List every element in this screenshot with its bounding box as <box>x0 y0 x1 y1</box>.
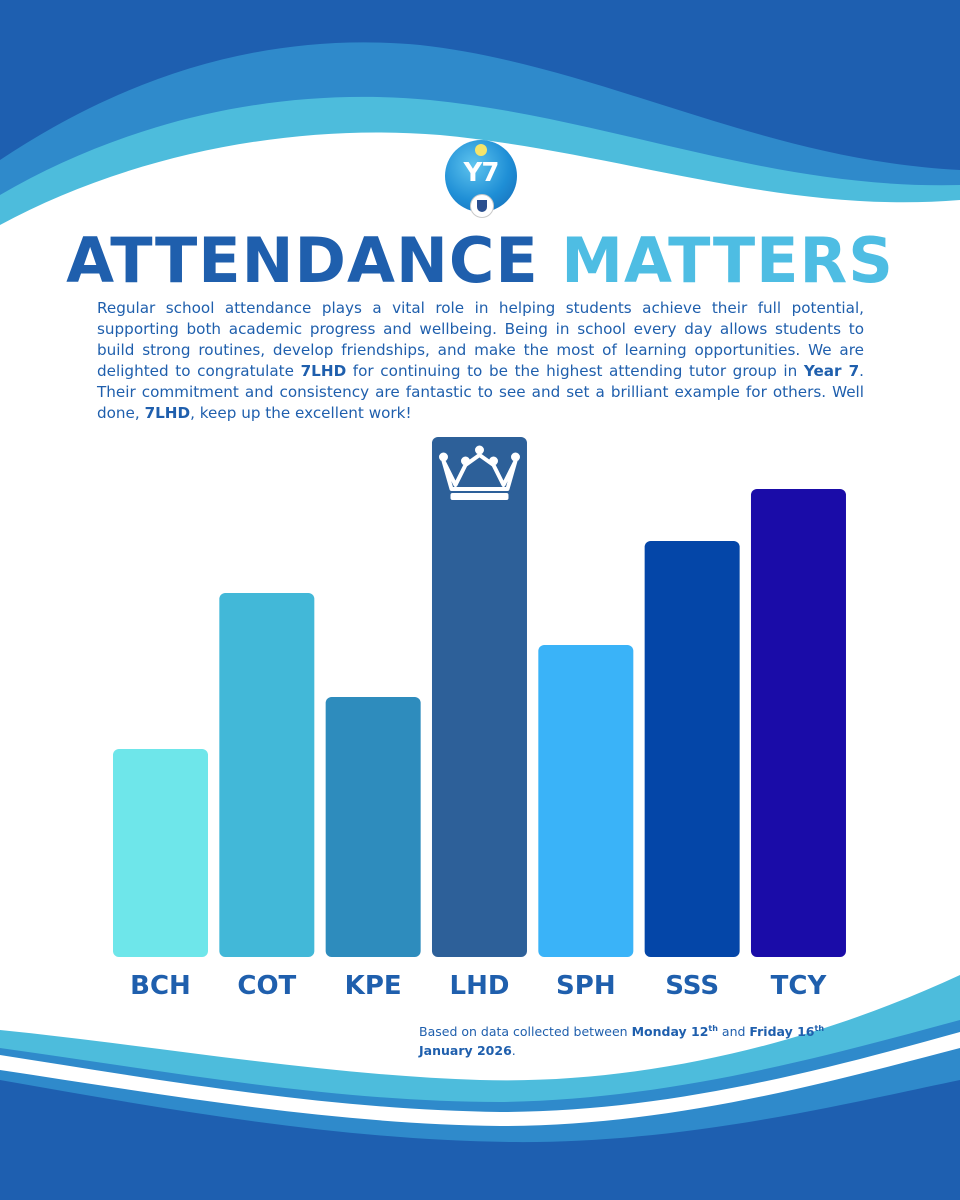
intro-text-3: . Their commitment and consistency are f… <box>97 362 864 422</box>
category-label-tcy: TCY <box>771 971 828 1001</box>
category-label-cot: COT <box>237 971 296 1001</box>
data-footnote: Based on data collected between Monday 1… <box>419 1019 863 1060</box>
bottom-wave-white-ribbon <box>0 1032 960 1126</box>
footnote-start-sup: th <box>708 1024 718 1033</box>
crown-icon <box>438 445 520 500</box>
intro-text-4: , keep up the excellent work! <box>190 404 412 422</box>
highlight-group-2: 7LHD <box>144 404 191 422</box>
footnote-end-line: January 2026 <box>419 1043 512 1059</box>
bar-cot <box>219 593 315 957</box>
bar-sph <box>538 645 634 957</box>
intro-text-1: Regular school attendance plays a vital … <box>97 299 864 380</box>
category-label-sss: SSS <box>665 971 719 1001</box>
bar-sss <box>644 541 740 957</box>
page-title: ATTENDANCE MATTERS <box>0 224 960 297</box>
intro-text-2: for continuing to be the highest attendi… <box>346 362 804 380</box>
footnote-start-day: Monday 12 <box>631 1024 709 1040</box>
title-part1: ATTENDANCE <box>66 224 539 297</box>
category-label-sph: SPH <box>556 971 616 1001</box>
intro-paragraph: Regular school attendance plays a vital … <box>97 298 864 424</box>
bar-tcy <box>750 489 846 957</box>
y7-logo: Y7 <box>445 140 517 218</box>
title-part2: MATTERS <box>561 224 894 297</box>
bar-kpe <box>325 697 421 957</box>
highlight-group-1: 7LHD <box>300 362 347 380</box>
footnote-end-sup: th <box>814 1024 825 1033</box>
bottom-wave-dark <box>0 1080 960 1200</box>
category-label-kpe: KPE <box>345 971 402 1001</box>
footnote-mid: and <box>717 1024 750 1040</box>
logo-text: Y7 <box>463 158 500 188</box>
highlight-year: Year 7 <box>803 362 860 380</box>
bar-lhd <box>431 437 527 957</box>
lightbulb-icon <box>475 144 487 156</box>
footnote-suffix: . <box>511 1043 516 1059</box>
footnote-end-day: Friday 16 <box>749 1024 815 1040</box>
category-label-lhd: LHD <box>450 971 510 1001</box>
bar-bch <box>113 749 208 957</box>
category-label-bch: BCH <box>130 971 191 1001</box>
footnote-prefix: Based on data collected between <box>419 1024 632 1040</box>
school-crest-icon <box>470 194 494 218</box>
